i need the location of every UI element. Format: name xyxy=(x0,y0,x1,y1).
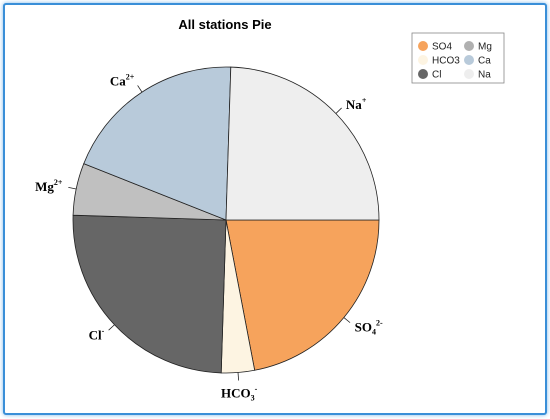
legend-label-cl: Cl xyxy=(432,70,441,81)
pie-slice-ca xyxy=(83,66,232,221)
pie-label-cl: Cl- xyxy=(89,326,105,342)
legend-marker-ca xyxy=(464,55,474,65)
pie-label-na: Na+ xyxy=(346,96,367,112)
pie-labels: SO42- HCO3- Cl- Mg2+ Ca2+ Na+ xyxy=(35,72,383,402)
pie-label-mg: Mg2+ xyxy=(35,178,63,194)
pie-tick-mg xyxy=(68,186,77,190)
legend-label-hco3: HCO3 xyxy=(432,56,460,67)
pie-label-ca: Ca2+ xyxy=(110,72,135,88)
pie-label-so4: SO42- xyxy=(355,318,383,336)
pie-slices xyxy=(72,66,380,374)
pie-tick-cl xyxy=(108,324,115,331)
chart-title: All stations Pie xyxy=(178,17,271,32)
pie-tick-ca xyxy=(137,85,143,93)
legend-marker-hco3 xyxy=(418,55,428,65)
legend-marker-mg xyxy=(464,41,474,51)
legend-marker-cl xyxy=(418,69,428,79)
legend-label-mg: Mg xyxy=(478,42,492,53)
pie-slice-na xyxy=(225,66,380,221)
pie-tick-na xyxy=(335,107,342,114)
legend: SO4 Mg HCO3 Ca Cl Na xyxy=(411,32,505,84)
pie-slice-so4 xyxy=(225,219,380,371)
legend-label-so4: SO4 xyxy=(432,42,452,53)
legend-label-na: Na xyxy=(478,70,491,81)
pie-tick-so4 xyxy=(343,317,351,323)
pie-tick-hco3 xyxy=(237,372,240,381)
pie-slice-cl xyxy=(72,214,227,374)
pie-label-hco3: HCO3- xyxy=(221,384,258,402)
legend-label-ca: Ca xyxy=(478,56,491,67)
legend-marker-na xyxy=(464,69,474,79)
legend-marker-so4 xyxy=(418,41,428,51)
